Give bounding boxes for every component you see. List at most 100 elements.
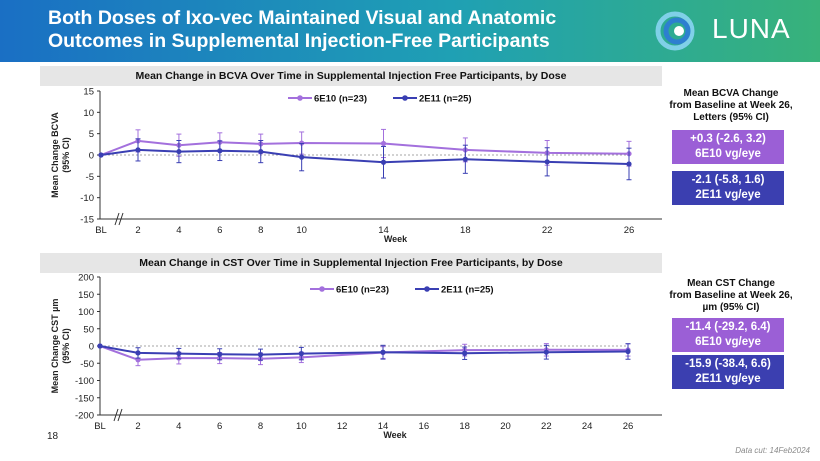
cst-legend-2e11-label: 2E11 (n=25)	[441, 285, 494, 296]
cst-x-tick-label: 18	[459, 421, 470, 432]
bcva-series-2e11-point	[544, 159, 550, 165]
bcva-x-tick-label: 18	[460, 225, 471, 236]
cst-x-tick-label: 20	[500, 421, 511, 432]
bcva-series-2e11-point	[135, 147, 141, 153]
cst-series-2e11-point	[625, 348, 631, 355]
cst-legend-6e10-marker	[319, 286, 325, 292]
cst-series-2e11-point	[135, 350, 141, 356]
bcva-legend-6e10-marker	[297, 95, 303, 101]
luna-logo-icon	[655, 11, 695, 51]
cst-y-tick-label: 100	[78, 307, 94, 318]
bcva-2e11-value: -2.1 (-5.8, 1.6)	[691, 174, 765, 186]
bcva-series-2e11-point	[258, 148, 264, 155]
bcva-series-6e10-point	[380, 140, 387, 147]
cst-x-tick-label: 26	[623, 421, 634, 432]
bcva-6e10-dose: 6E10 vg/eye	[695, 148, 761, 160]
bcva-y-tick-label: 5	[89, 129, 94, 140]
bcva-legend-2e11-label: 2E11 (n=25)	[419, 94, 472, 105]
bcva-series-6e10-line	[100, 139, 630, 156]
cst-axis-break-mark	[113, 408, 119, 422]
bcva-2e11-result-box: -2.1 (-5.8, 1.6) 2E11 vg/eye	[672, 171, 784, 205]
cst-y-tick-label: -100	[75, 376, 94, 387]
bcva-chart-title: Mean Change in BCVA Over Time in Supplem…	[40, 66, 662, 86]
bcva-summary-line-1: Mean BCVA Change	[683, 88, 779, 99]
cst-y-tick-label: 200	[78, 273, 94, 284]
bcva-series-2e11-point	[176, 148, 182, 155]
cst-6e10-dose: 6E10 vg/eye	[695, 336, 761, 348]
bcva-x-axis-title: Week	[384, 234, 408, 244]
bcva-summary-line-2: from Baseline at Week 26,	[669, 100, 793, 111]
cst-x-tick-label: 16	[419, 421, 430, 432]
bcva-x-tick-label: 6	[217, 225, 222, 236]
cst-series-2e11-point	[380, 349, 386, 355]
bcva-y-axis-title: Mean Change BCVA	[50, 112, 60, 198]
cst-6e10-value: -11.4 (-29.2, 6.4)	[685, 321, 771, 333]
bcva-x-tick-label: 14	[378, 225, 389, 236]
cst-x-tick-label: 22	[541, 421, 552, 432]
bcva-series-2e11-point	[626, 161, 632, 167]
cst-y-tick-label: 0	[89, 342, 94, 353]
cst-x-axis-title: Week	[383, 430, 407, 440]
bcva-y-axis-title-ci: (95% CI)	[61, 137, 71, 173]
cst-2e11-dose: 2E11 vg/eye	[695, 373, 761, 385]
slide-title: Both Doses of Ixo-vec Maintained Visual …	[48, 7, 556, 53]
bcva-series-2e11-line	[100, 148, 630, 165]
bcva-2e11-dose: 2E11 vg/eye	[695, 189, 761, 201]
cst-2e11-result-box: -15.9 (-38.4, 6.6) 2E11 vg/eye	[672, 355, 784, 389]
slide-header: Both Doses of Ixo-vec Maintained Visual …	[0, 0, 820, 62]
bcva-x-tick-label: 2	[135, 225, 140, 236]
bcva-x-tick-label: 4	[176, 225, 181, 236]
cst-series-2e11-point	[176, 350, 182, 357]
cst-summary-line-1: Mean CST Change	[687, 278, 775, 289]
bcva-y-tick-label: 0	[89, 151, 94, 162]
cst-y-axis-title-ci: (95% CI)	[61, 328, 71, 364]
bcva-y-tick-label: -15	[80, 215, 94, 226]
cst-chart-title: Mean Change in CST Over Time in Suppleme…	[40, 253, 662, 273]
cst-series-2e11-line	[99, 345, 629, 356]
bcva-x-tick-label: 8	[258, 225, 263, 236]
cst-y-tick-label: 50	[83, 324, 94, 335]
bcva-x-tick-label: BL	[95, 225, 107, 236]
bcva-y-tick-label: 15	[83, 87, 94, 98]
cst-y-tick-label: 150	[78, 290, 94, 301]
slide-number: 18	[47, 431, 59, 442]
cst-summary-line-2: from Baseline at Week 26,	[669, 290, 793, 301]
cst-x-tick-label: BL	[94, 421, 106, 432]
cst-series-2e11-point	[462, 350, 468, 356]
bcva-legend-6e10-label: 6E10 (n=23)	[314, 94, 367, 105]
title-line-2: Outcomes in Supplemental Injection-Free …	[48, 30, 550, 52]
cst-x-tick-label: 2	[135, 421, 140, 432]
cst-y-tick-label: -200	[75, 411, 94, 422]
title-line-1: Both Doses of Ixo-vec Maintained Visual …	[48, 7, 557, 29]
bcva-x-tick-label: 22	[542, 225, 553, 236]
cst-x-tick-label: 6	[217, 421, 222, 432]
cst-2e11-value: -15.9 (-38.4, 6.6)	[685, 358, 771, 370]
cst-x-tick-label: 8	[258, 421, 263, 432]
cst-x-tick-label: 4	[176, 421, 181, 432]
data-cut-note: Data cut: 14Feb2024	[735, 446, 810, 455]
bcva-summary-title: Mean BCVA Change from Baseline at Week 2…	[660, 88, 802, 124]
cst-legend-6e10-label: 6E10 (n=23)	[336, 285, 389, 296]
bcva-legend-2e11-marker	[402, 95, 408, 101]
cst-legend-2e11-marker	[424, 286, 430, 292]
cst-summary-title: Mean CST Change from Baseline at Week 26…	[660, 278, 802, 314]
bcva-x-tick-label: 10	[296, 225, 307, 236]
cst-series-6e10-line	[99, 345, 629, 361]
bcva-series-2e11-point	[462, 156, 468, 162]
bcva-6e10-value: +0.3 (-2.6, 3.2)	[690, 133, 766, 145]
cst-x-tick-label: 10	[296, 421, 307, 432]
cst-y-tick-label: -50	[80, 359, 94, 370]
cst-series-2e11-point	[298, 350, 304, 357]
cst-series-2e11-point	[97, 343, 103, 349]
cst-x-tick-label: 24	[582, 421, 593, 432]
cst-axis-break-mark	[117, 408, 123, 422]
cst-6e10-result-box: -11.4 (-29.2, 6.4) 6E10 vg/eye	[672, 318, 784, 352]
bcva-6e10-result-box: +0.3 (-2.6, 3.2) 6E10 vg/eye	[672, 130, 784, 164]
bcva-summary-line-3: Letters (95% CI)	[693, 112, 769, 123]
bcva-y-tick-label: -10	[80, 193, 94, 204]
bcva-series-2e11-point	[380, 159, 387, 165]
bcva-axis-break-mark	[114, 212, 120, 226]
bcva-axis-break-mark	[118, 212, 124, 226]
